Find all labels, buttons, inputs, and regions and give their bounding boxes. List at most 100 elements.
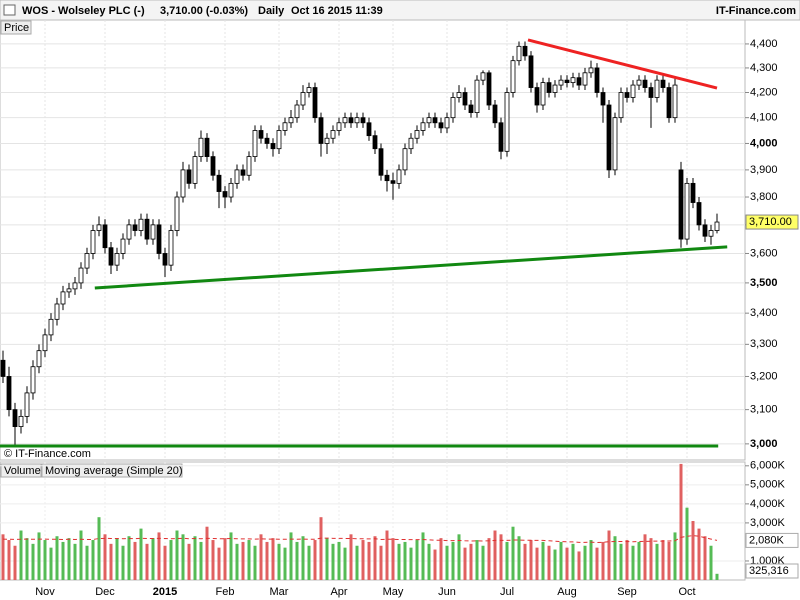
last-price-box xyxy=(745,214,799,230)
volume-bar xyxy=(169,540,173,580)
menu-icon[interactable] xyxy=(3,4,16,16)
volume-bar xyxy=(577,551,581,580)
candle-body xyxy=(666,87,672,119)
legend-volume: Volume xyxy=(4,465,41,477)
candle-body xyxy=(258,130,264,139)
candle-body xyxy=(492,104,498,124)
volume-bar xyxy=(709,545,713,580)
candle-body xyxy=(420,122,426,131)
volume-bar xyxy=(685,507,689,580)
candle-body xyxy=(348,117,354,124)
volume-bar xyxy=(307,545,311,580)
volume-bar xyxy=(121,545,125,580)
y-tick-label: 4,000 xyxy=(750,137,778,149)
volume-bar xyxy=(655,543,659,580)
candle-body xyxy=(702,224,708,237)
x-tick-label: Oct xyxy=(678,586,695,598)
candle-body xyxy=(288,117,294,124)
volume-bar xyxy=(277,543,281,580)
candle-body xyxy=(90,230,96,254)
volume-bar xyxy=(67,538,71,580)
candle-body xyxy=(390,180,396,184)
candle-body xyxy=(12,409,18,428)
ma-value-box xyxy=(745,532,799,548)
volume-bar xyxy=(361,540,365,580)
candle-body xyxy=(342,117,348,124)
volume-bar xyxy=(559,541,563,580)
volume-bar xyxy=(595,547,599,580)
candle-body xyxy=(378,148,384,176)
volume-bar xyxy=(481,545,485,580)
candle-body xyxy=(678,169,684,240)
candle-body xyxy=(456,92,462,98)
volume-bar xyxy=(643,534,647,580)
candle-body xyxy=(438,122,444,129)
volume-bar xyxy=(265,541,269,580)
candle-body xyxy=(306,87,312,93)
volume-bar xyxy=(181,534,185,580)
candle-body xyxy=(42,334,48,352)
candle-body xyxy=(114,253,120,266)
volume-bar xyxy=(163,545,167,580)
volume-bar xyxy=(325,538,329,580)
trend-line xyxy=(94,245,728,290)
candle-body xyxy=(582,72,588,86)
y-tick-label: 3,200 xyxy=(750,370,778,382)
volume-bar xyxy=(319,517,323,580)
candle-body xyxy=(642,79,648,88)
candle-body xyxy=(282,122,288,131)
candle-body xyxy=(312,87,318,119)
x-tick-label: Jul xyxy=(500,586,514,598)
y-tick-label: 4,200 xyxy=(750,86,778,98)
volume-bar xyxy=(445,545,449,580)
volume-bar xyxy=(19,530,23,580)
candle-body xyxy=(276,130,282,150)
brand: IT-Finance.com xyxy=(716,5,796,17)
volume-value-box xyxy=(745,563,799,579)
candle-body xyxy=(504,92,510,152)
candle-body xyxy=(570,77,576,84)
volume-bar xyxy=(193,536,197,580)
symbol: WOS - Wolseley PLC (-) xyxy=(22,5,145,17)
candle-body xyxy=(222,191,228,198)
volume-bar xyxy=(187,543,191,580)
volume-bar xyxy=(385,530,389,580)
volume-bar xyxy=(499,534,503,580)
candle-body xyxy=(372,135,378,150)
panel-tab xyxy=(0,20,32,35)
legend-box xyxy=(0,463,42,478)
candle-body xyxy=(636,79,642,86)
volume-bar xyxy=(391,538,395,580)
candle-body xyxy=(60,291,66,305)
volume-bar xyxy=(637,541,641,580)
y-tick-label: 4,400 xyxy=(750,38,778,50)
candle-body xyxy=(126,224,132,240)
volume-bar xyxy=(109,543,113,580)
candle-body xyxy=(648,87,654,98)
candle-body xyxy=(396,169,402,184)
y-tick-label: 3,100 xyxy=(750,404,778,416)
candle-body xyxy=(180,169,186,198)
candle-body xyxy=(366,122,372,137)
volume-bar xyxy=(523,543,527,580)
volume-bar xyxy=(295,541,299,580)
candle-body xyxy=(714,221,720,231)
candle-body xyxy=(102,224,108,249)
volume-bar xyxy=(535,547,539,580)
candle-body xyxy=(534,87,540,106)
candle-body xyxy=(624,92,630,98)
volume-bar xyxy=(517,536,521,580)
candle-body xyxy=(330,130,336,139)
volume-bar xyxy=(697,528,701,580)
candle-body xyxy=(444,117,450,129)
y-tick-label: 3,500 xyxy=(750,277,778,289)
candle-body xyxy=(474,79,480,113)
volume-bar xyxy=(55,536,59,580)
volume-bar xyxy=(91,540,95,580)
volume-bar xyxy=(421,532,425,580)
y-tick-label: 3,400 xyxy=(750,307,778,319)
candle-body xyxy=(468,104,474,113)
candle-body xyxy=(384,174,390,182)
candle-body xyxy=(240,169,246,176)
